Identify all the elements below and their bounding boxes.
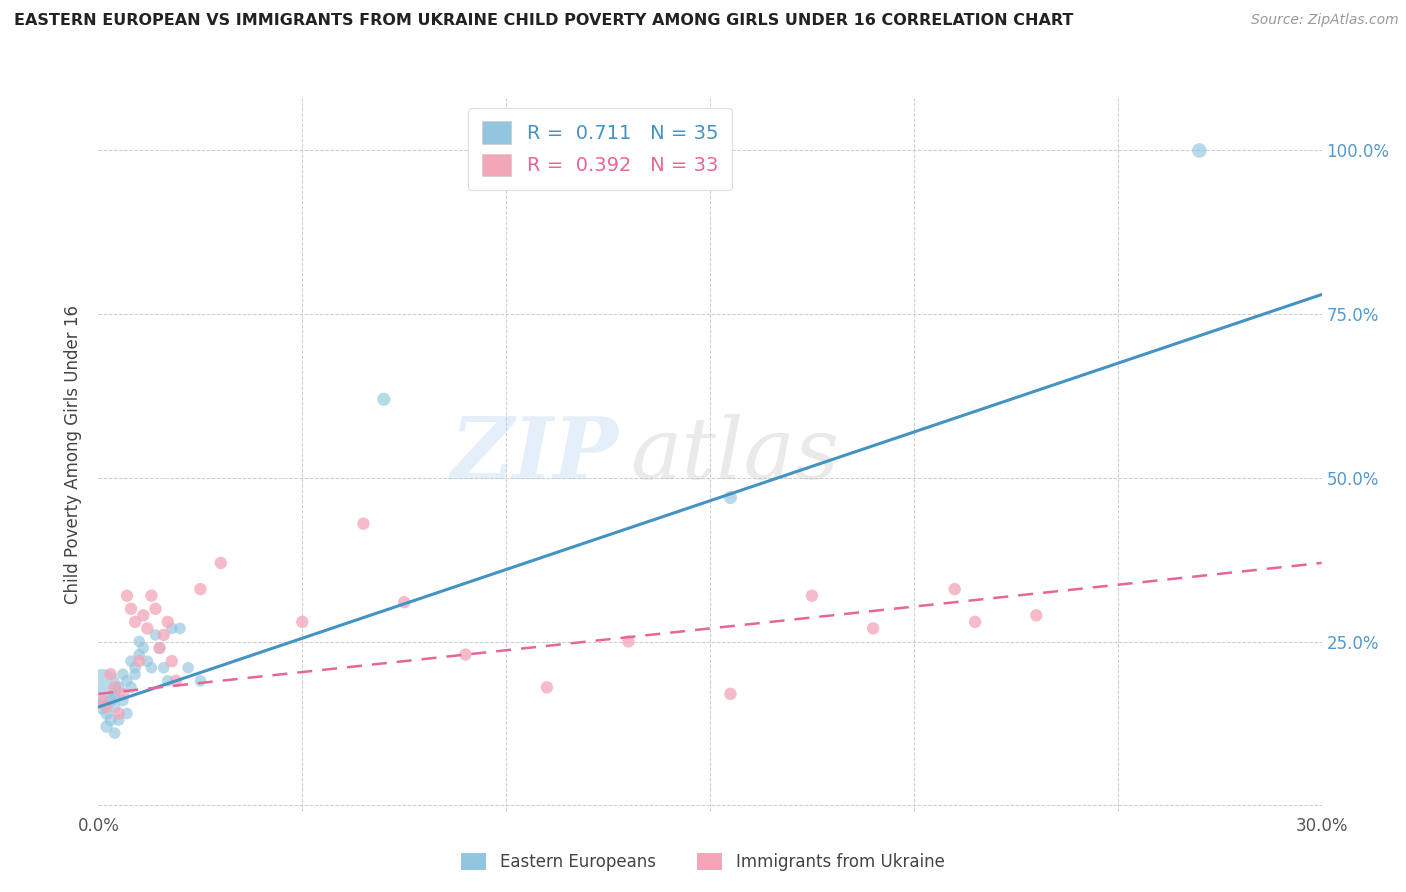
Point: [209, 556, 232, 570]
Point: [165, 673, 187, 688]
Point: [141, 661, 163, 675]
Point: [145, 601, 167, 615]
Point: [160, 621, 183, 635]
Point: [156, 615, 179, 629]
Point: [124, 615, 146, 629]
Point: [392, 595, 416, 609]
Point: [188, 673, 212, 688]
Point: [96, 706, 118, 721]
Point: [108, 706, 131, 721]
Point: [132, 641, 155, 656]
Point: [536, 681, 558, 695]
Point: [100, 713, 122, 727]
Point: [120, 601, 142, 615]
Point: [128, 634, 150, 648]
Point: [188, 582, 212, 596]
Point: [136, 654, 159, 668]
Point: [91, 693, 114, 707]
Point: [111, 687, 134, 701]
Point: [1188, 144, 1211, 158]
Point: [111, 693, 134, 707]
Point: [291, 615, 314, 629]
Point: [96, 700, 118, 714]
Point: [100, 667, 122, 681]
Point: [145, 628, 167, 642]
Point: [617, 634, 640, 648]
Point: [104, 700, 127, 714]
Point: [862, 621, 884, 635]
Point: [111, 667, 134, 681]
Point: [149, 641, 172, 656]
Point: [124, 661, 146, 675]
Point: [100, 693, 122, 707]
Point: [128, 648, 150, 662]
Point: [454, 648, 477, 662]
Text: Source: ZipAtlas.com: Source: ZipAtlas.com: [1251, 13, 1399, 28]
Point: [801, 589, 824, 603]
Point: [352, 516, 374, 531]
Point: [128, 654, 150, 668]
Point: [115, 706, 138, 721]
Point: [965, 615, 987, 629]
Point: [115, 589, 138, 603]
Point: [152, 661, 174, 675]
Point: [169, 621, 191, 635]
Point: [136, 621, 159, 635]
Point: [91, 681, 114, 695]
Point: [120, 654, 142, 668]
Point: [132, 608, 155, 623]
Point: [141, 589, 163, 603]
Point: [177, 661, 200, 675]
Y-axis label: Child Poverty Among Girls Under 16: Child Poverty Among Girls Under 16: [65, 305, 83, 605]
Point: [96, 720, 118, 734]
Point: [152, 628, 174, 642]
Legend: Eastern Europeans, Immigrants from Ukraine: Eastern Europeans, Immigrants from Ukrai…: [453, 845, 953, 880]
Point: [120, 681, 142, 695]
Point: [108, 713, 131, 727]
Point: [104, 687, 127, 701]
Point: [108, 681, 131, 695]
Point: [104, 726, 127, 740]
Point: [943, 582, 966, 596]
Legend: R =  0.711   N = 35, R =  0.392   N = 33: R = 0.711 N = 35, R = 0.392 N = 33: [468, 108, 731, 190]
Point: [373, 392, 395, 407]
Point: [160, 654, 183, 668]
Point: [1025, 608, 1047, 623]
Point: [720, 687, 742, 701]
Point: [115, 673, 138, 688]
Point: [149, 641, 172, 656]
Point: [720, 491, 742, 505]
Point: [156, 673, 179, 688]
Text: ZIP: ZIP: [450, 413, 619, 497]
Text: EASTERN EUROPEAN VS IMMIGRANTS FROM UKRAINE CHILD POVERTY AMONG GIRLS UNDER 16 C: EASTERN EUROPEAN VS IMMIGRANTS FROM UKRA…: [14, 13, 1073, 29]
Text: atlas: atlas: [630, 414, 839, 496]
Point: [124, 667, 146, 681]
Point: [104, 681, 127, 695]
Point: [91, 700, 114, 714]
